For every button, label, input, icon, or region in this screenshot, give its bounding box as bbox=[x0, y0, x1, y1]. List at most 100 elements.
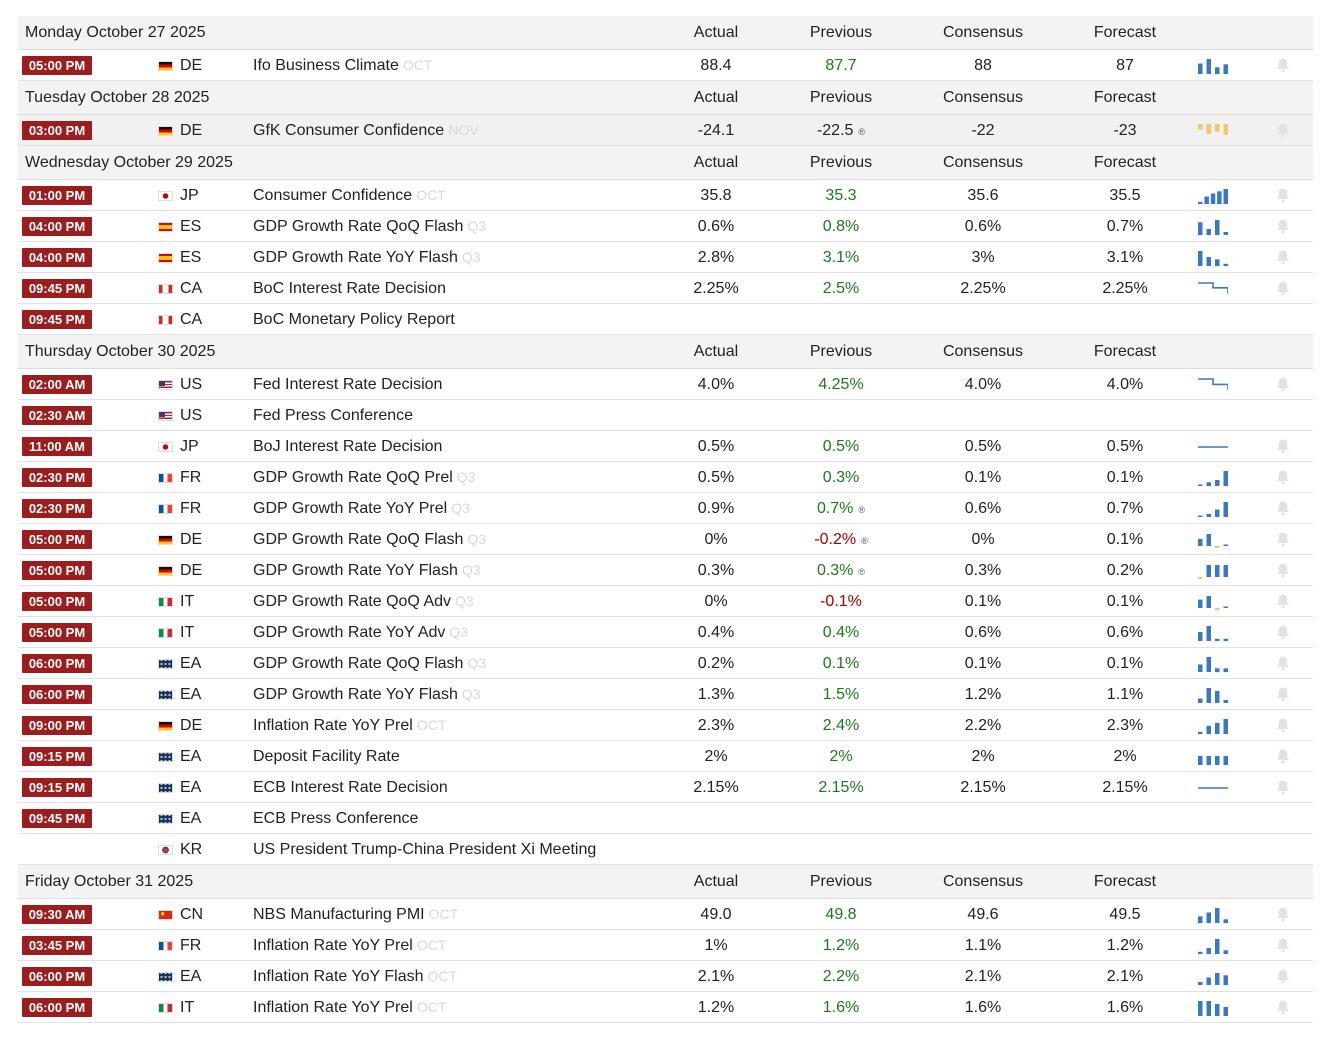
event-row[interactable]: 05:00 PM IT GDP Growth Rate YoY Adv Q3 0.4% 0… bbox=[18, 617, 1313, 648]
alert-bell[interactable] bbox=[1276, 280, 1290, 301]
sparkline[interactable] bbox=[1198, 376, 1229, 399]
alert-bell[interactable] bbox=[1276, 500, 1290, 521]
event-name[interactable]: Inflation Rate YoY Prel OCT bbox=[253, 717, 446, 735]
alert-bell[interactable] bbox=[1276, 906, 1290, 927]
sparkline[interactable] bbox=[1198, 717, 1228, 740]
alert-bell[interactable] bbox=[1276, 562, 1290, 583]
bell-icon[interactable] bbox=[1276, 937, 1290, 953]
event-name[interactable]: GfK Consumer Confidence NOV bbox=[253, 122, 479, 140]
event-name[interactable]: US President Trump-China President Xi Me… bbox=[253, 841, 596, 859]
alert-bell[interactable] bbox=[1276, 686, 1290, 707]
alert-bell[interactable] bbox=[1276, 937, 1290, 958]
sparkline[interactable] bbox=[1198, 57, 1228, 80]
sparkline[interactable] bbox=[1198, 593, 1228, 616]
bell-icon[interactable] bbox=[1276, 779, 1290, 795]
event-title[interactable]: Fed Interest Rate Decision bbox=[253, 376, 443, 393]
event-row[interactable]: 09:15 PM EA ECB Interest Rate Decision 2.15… bbox=[18, 772, 1313, 803]
event-row[interactable]: 03:00 PM DE GfK Consumer Confidence NOV -24.… bbox=[18, 115, 1313, 146]
sparkline[interactable] bbox=[1198, 249, 1228, 272]
event-title[interactable]: ECB Interest Rate Decision bbox=[253, 779, 448, 796]
event-title[interactable]: Inflation Rate YoY Prel bbox=[253, 717, 413, 734]
bell-icon[interactable] bbox=[1276, 218, 1290, 234]
event-name[interactable]: Ifo Business Climate OCT bbox=[253, 57, 432, 75]
bell-icon[interactable] bbox=[1276, 249, 1290, 265]
alert-bell[interactable] bbox=[1276, 999, 1290, 1020]
event-name[interactable]: GDP Growth Rate YoY Flash Q3 bbox=[253, 249, 481, 267]
event-title[interactable]: GDP Growth Rate YoY Flash bbox=[253, 249, 458, 266]
event-row[interactable]: 02:30 AM US Fed Press Conference bbox=[18, 400, 1313, 431]
event-row[interactable]: 05:00 PM DE GDP Growth Rate YoY Flash Q3 0.3… bbox=[18, 555, 1313, 586]
sparkline[interactable] bbox=[1198, 438, 1228, 461]
event-row[interactable]: 09:00 PM DE Inflation Rate YoY Prel OCT 2.3%… bbox=[18, 710, 1313, 741]
sparkline[interactable] bbox=[1198, 562, 1228, 585]
event-row[interactable]: 02:30 PM FR GDP Growth Rate QoQ Prel Q3 0.5%… bbox=[18, 462, 1313, 493]
sparkline[interactable] bbox=[1198, 779, 1228, 802]
alert-bell[interactable] bbox=[1276, 122, 1290, 143]
alert-bell[interactable] bbox=[1276, 531, 1290, 552]
alert-bell[interactable] bbox=[1276, 779, 1290, 800]
event-title[interactable]: GDP Growth Rate QoQ Flash bbox=[253, 531, 464, 548]
event-row[interactable]: 02:00 AM US Fed Interest Rate Decision 4.0%… bbox=[18, 369, 1313, 400]
event-title[interactable]: GDP Growth Rate YoY Flash bbox=[253, 562, 458, 579]
alert-bell[interactable] bbox=[1276, 249, 1290, 270]
bell-icon[interactable] bbox=[1276, 57, 1290, 73]
sparkline[interactable] bbox=[1198, 655, 1228, 678]
event-name[interactable]: Inflation Rate YoY Flash OCT bbox=[253, 968, 457, 986]
bell-icon[interactable] bbox=[1276, 968, 1290, 984]
event-name[interactable]: ECB Interest Rate Decision bbox=[253, 779, 448, 797]
event-name[interactable]: GDP Growth Rate QoQ Flash Q3 bbox=[253, 218, 486, 236]
alert-bell[interactable] bbox=[1276, 469, 1290, 490]
bell-icon[interactable] bbox=[1276, 500, 1290, 516]
alert-bell[interactable] bbox=[1276, 187, 1290, 208]
alert-bell[interactable] bbox=[1276, 57, 1290, 78]
alert-bell[interactable] bbox=[1276, 593, 1290, 614]
bell-icon[interactable] bbox=[1276, 655, 1290, 671]
event-row[interactable]: 02:30 PM FR GDP Growth Rate YoY Prel Q3 0.9%… bbox=[18, 493, 1313, 524]
event-row[interactable]: 11:00 AM JP BoJ Interest Rate Decision 0.5%… bbox=[18, 431, 1313, 462]
event-name[interactable]: NBS Manufacturing PMI OCT bbox=[253, 906, 458, 924]
event-row[interactable]: 09:15 PM EA Deposit Facility Rate 2% 2% 2% 2% bbox=[18, 741, 1313, 772]
event-row[interactable]: 05:00 PM DE Ifo Business Climate OCT 88.4 87.… bbox=[18, 50, 1313, 81]
event-title[interactable]: GDP Growth Rate YoY Flash bbox=[253, 686, 458, 703]
event-name[interactable]: GDP Growth Rate YoY Prel Q3 bbox=[253, 500, 470, 518]
bell-icon[interactable] bbox=[1276, 999, 1290, 1015]
event-row[interactable]: 01:00 PM JP Consumer Confidence OCT 35.8 35.3… bbox=[18, 180, 1313, 211]
event-name[interactable]: GDP Growth Rate YoY Adv Q3 bbox=[253, 624, 468, 642]
alert-bell[interactable] bbox=[1276, 968, 1290, 989]
sparkline[interactable] bbox=[1198, 500, 1228, 523]
sparkline[interactable] bbox=[1198, 748, 1228, 771]
event-title[interactable]: GDP Growth Rate YoY Prel bbox=[253, 500, 448, 517]
event-row[interactable]: 05:00 PM IT GDP Growth Rate QoQ Adv Q3 0% -0.… bbox=[18, 586, 1313, 617]
bell-icon[interactable] bbox=[1276, 531, 1290, 547]
bell-icon[interactable] bbox=[1276, 438, 1290, 454]
sparkline[interactable] bbox=[1198, 968, 1228, 991]
event-row[interactable]: 06:00 PM IT Inflation Rate YoY Prel OCT 1.2%… bbox=[18, 992, 1313, 1023]
event-name[interactable]: GDP Growth Rate QoQ Adv Q3 bbox=[253, 593, 474, 611]
alert-bell[interactable] bbox=[1276, 438, 1290, 459]
sparkline[interactable] bbox=[1198, 531, 1228, 554]
bell-icon[interactable] bbox=[1276, 593, 1290, 609]
event-title[interactable]: Inflation Rate YoY Prel bbox=[253, 999, 413, 1016]
alert-bell[interactable] bbox=[1276, 376, 1290, 397]
alert-bell[interactable] bbox=[1276, 717, 1290, 738]
bell-icon[interactable] bbox=[1276, 376, 1290, 392]
event-title[interactable]: Fed Press Conference bbox=[253, 407, 414, 424]
event-name[interactable]: Consumer Confidence OCT bbox=[253, 187, 446, 205]
event-row[interactable]: 09:45 PM EA ECB Press Conference bbox=[18, 803, 1313, 834]
event-title[interactable]: Consumer Confidence bbox=[253, 187, 413, 204]
event-title[interactable]: NBS Manufacturing PMI bbox=[253, 906, 425, 923]
alert-bell[interactable] bbox=[1276, 624, 1290, 645]
alert-bell[interactable] bbox=[1276, 655, 1290, 676]
event-title[interactable]: BoJ Interest Rate Decision bbox=[253, 438, 443, 455]
event-title[interactable]: GDP Growth Rate QoQ Adv bbox=[253, 593, 452, 610]
event-name[interactable]: BoJ Interest Rate Decision bbox=[253, 438, 442, 456]
event-title[interactable]: GfK Consumer Confidence bbox=[253, 122, 445, 139]
bell-icon[interactable] bbox=[1276, 748, 1290, 764]
sparkline[interactable] bbox=[1198, 624, 1228, 647]
event-row[interactable]: 04:00 PM ES GDP Growth Rate QoQ Flash Q3 0.6… bbox=[18, 211, 1313, 242]
event-row[interactable]: KR US President Trump-China President Xi … bbox=[18, 834, 1313, 865]
bell-icon[interactable] bbox=[1276, 280, 1290, 296]
bell-icon[interactable] bbox=[1276, 906, 1290, 922]
bell-icon[interactable] bbox=[1276, 122, 1290, 138]
bell-icon[interactable] bbox=[1276, 686, 1290, 702]
